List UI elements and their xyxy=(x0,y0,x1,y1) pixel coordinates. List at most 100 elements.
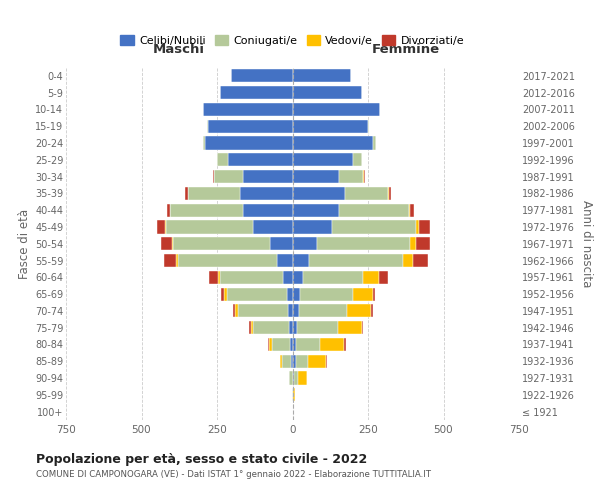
Bar xyxy=(293,388,295,402)
Bar xyxy=(178,254,277,267)
Bar xyxy=(293,372,294,384)
Bar xyxy=(176,254,178,267)
Bar xyxy=(218,271,220,284)
Bar xyxy=(317,237,410,250)
Text: Popolazione per età, sesso e stato civile - 2022: Popolazione per età, sesso e stato civil… xyxy=(36,452,367,466)
Bar xyxy=(293,154,353,166)
Bar xyxy=(268,338,269,351)
Bar xyxy=(251,321,253,334)
Bar xyxy=(362,321,364,334)
Bar xyxy=(208,120,293,133)
Bar xyxy=(332,220,416,234)
Bar xyxy=(368,120,369,133)
Bar xyxy=(214,170,242,183)
Bar xyxy=(309,254,403,267)
Bar xyxy=(340,204,409,216)
Bar xyxy=(293,237,317,250)
Bar xyxy=(203,103,293,116)
Bar xyxy=(293,70,352,82)
Text: COMUNE DI CAMPONOGARA (VE) - Dati ISTAT 1° gennaio 2022 - Elaborazione TUTTITALI: COMUNE DI CAMPONOGARA (VE) - Dati ISTAT … xyxy=(36,470,431,479)
Bar xyxy=(293,86,362,99)
Bar xyxy=(297,321,338,334)
Bar xyxy=(320,338,344,351)
Bar xyxy=(292,388,293,402)
Bar xyxy=(293,170,340,183)
Bar xyxy=(364,170,365,183)
Bar xyxy=(338,321,362,334)
Bar xyxy=(188,187,239,200)
Bar xyxy=(298,372,307,384)
Bar xyxy=(409,204,410,216)
Bar xyxy=(300,288,353,300)
Bar xyxy=(287,288,293,300)
Bar xyxy=(253,220,293,234)
Bar xyxy=(157,220,165,234)
Y-axis label: Anni di nascita: Anni di nascita xyxy=(580,200,593,288)
Bar xyxy=(364,271,379,284)
Legend: Celibi/Nubili, Coniugati/e, Vedovi/e, Divorziati/e: Celibi/Nubili, Coniugati/e, Vedovi/e, Di… xyxy=(116,31,469,50)
Bar xyxy=(253,321,289,334)
Bar xyxy=(293,136,373,149)
Bar xyxy=(209,271,218,284)
Bar xyxy=(293,204,340,216)
Bar xyxy=(272,338,290,351)
Bar xyxy=(161,237,172,250)
Bar xyxy=(294,372,298,384)
Bar xyxy=(220,86,293,99)
Bar xyxy=(413,254,428,267)
Bar xyxy=(277,254,293,267)
Bar xyxy=(344,338,346,351)
Text: Maschi: Maschi xyxy=(153,43,205,56)
Bar xyxy=(289,372,293,384)
Bar xyxy=(410,237,416,250)
Bar xyxy=(238,304,288,318)
Bar xyxy=(227,154,293,166)
Bar xyxy=(221,288,224,300)
Bar xyxy=(280,354,282,368)
Text: Femmine: Femmine xyxy=(371,43,440,56)
Bar xyxy=(293,304,299,318)
Bar xyxy=(308,354,326,368)
Bar xyxy=(239,187,293,200)
Bar xyxy=(166,220,253,234)
Bar xyxy=(403,254,413,267)
Bar xyxy=(165,220,166,234)
Bar xyxy=(296,338,320,351)
Bar xyxy=(291,354,293,368)
Bar xyxy=(347,304,371,318)
Bar xyxy=(250,321,251,334)
Bar xyxy=(293,321,297,334)
Bar xyxy=(293,220,332,234)
Bar xyxy=(416,220,419,234)
Bar xyxy=(293,120,368,133)
Bar xyxy=(167,204,170,216)
Bar xyxy=(203,136,205,149)
Bar xyxy=(282,354,291,368)
Bar xyxy=(296,354,308,368)
Bar xyxy=(270,237,293,250)
Bar xyxy=(293,187,346,200)
Bar xyxy=(213,170,214,183)
Bar xyxy=(303,271,364,284)
Bar xyxy=(205,136,293,149)
Bar xyxy=(293,338,296,351)
Bar xyxy=(293,271,303,284)
Bar xyxy=(293,354,296,368)
Bar xyxy=(419,220,430,234)
Bar xyxy=(379,271,388,284)
Bar xyxy=(227,288,287,300)
Bar xyxy=(299,304,347,318)
Bar xyxy=(230,70,293,82)
Bar xyxy=(293,288,300,300)
Bar xyxy=(233,304,235,318)
Bar xyxy=(224,288,227,300)
Bar xyxy=(373,136,376,149)
Bar xyxy=(293,254,309,267)
Bar xyxy=(346,187,388,200)
Bar xyxy=(217,154,227,166)
Y-axis label: Fasce di età: Fasce di età xyxy=(17,208,31,279)
Bar xyxy=(235,304,238,318)
Bar xyxy=(290,338,293,351)
Bar xyxy=(416,237,430,250)
Bar xyxy=(269,338,272,351)
